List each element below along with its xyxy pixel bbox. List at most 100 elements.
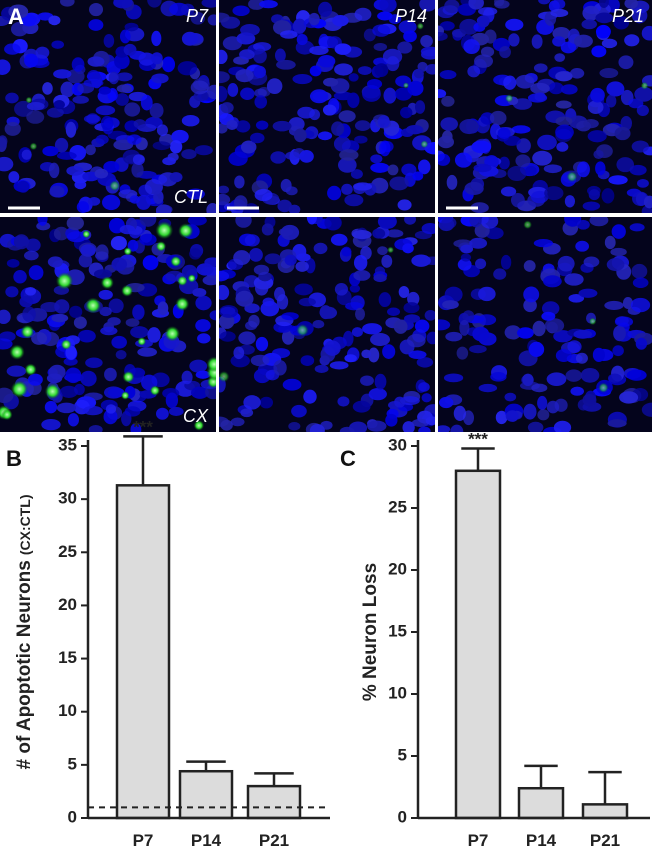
nucleus	[219, 284, 230, 301]
nucleus	[601, 188, 615, 204]
nucleus	[189, 359, 208, 373]
x-tick-label: P14	[526, 831, 557, 850]
nucleus	[108, 298, 124, 314]
nucleus	[354, 7, 372, 21]
nucleus	[555, 116, 573, 126]
nucleus	[636, 104, 649, 117]
nucleus	[309, 45, 329, 56]
nucleus	[478, 286, 496, 302]
nucleus	[13, 234, 30, 250]
nucleus	[555, 124, 574, 140]
nucleus	[338, 110, 356, 123]
apoptotic-cell	[85, 297, 101, 314]
nucleus	[10, 21, 29, 37]
nucleus	[190, 80, 209, 95]
nucleus	[191, 386, 209, 399]
nucleus	[337, 157, 357, 173]
nucleus	[372, 24, 391, 37]
y-tick-label: 0	[398, 807, 407, 826]
nucleus	[183, 32, 204, 45]
apoptotic-cell	[137, 337, 147, 346]
nucleus	[575, 240, 590, 252]
nucleus	[613, 325, 626, 342]
nucleus	[8, 4, 29, 19]
nucleus	[46, 373, 63, 384]
nucleus	[238, 331, 256, 345]
nucleus	[348, 73, 359, 82]
nucleus	[65, 367, 82, 384]
nucleus	[168, 406, 184, 417]
nucleus	[439, 69, 457, 80]
nucleus	[538, 0, 551, 5]
nucleus	[190, 11, 206, 25]
nucleus	[219, 305, 239, 318]
nucleus	[393, 319, 408, 334]
nucleus	[339, 426, 355, 432]
nucleus	[386, 229, 404, 238]
nucleus	[337, 396, 350, 407]
nucleus	[259, 396, 274, 409]
nucleus	[95, 105, 116, 116]
nucleus	[100, 326, 118, 336]
nucleus	[553, 420, 572, 432]
nucleus	[347, 92, 360, 109]
nucleus	[125, 318, 140, 327]
apoptotic-cell	[178, 223, 194, 239]
nucleus	[102, 194, 121, 211]
nucleus	[66, 165, 84, 176]
nucleus	[368, 347, 380, 363]
nucleus	[564, 273, 584, 286]
apoptotic-cell	[9, 344, 25, 360]
nucleus	[504, 325, 522, 340]
nucleus	[438, 425, 451, 432]
nucleus	[604, 235, 616, 250]
apoptotic-cell	[44, 383, 61, 400]
nucleus	[377, 217, 397, 230]
nucleus	[631, 7, 648, 24]
nucleus	[635, 337, 648, 350]
nucleus	[261, 223, 274, 236]
nucleus	[5, 92, 19, 104]
nucleus	[398, 285, 410, 299]
nucleus	[66, 217, 84, 231]
nucleus	[324, 217, 342, 231]
nucleus	[421, 49, 435, 60]
nucleus	[343, 330, 354, 347]
nucleus	[4, 43, 21, 55]
apoptotic-cell	[100, 276, 114, 290]
micrograph	[0, 217, 216, 432]
row-label: CTL	[174, 187, 208, 207]
apoptotic-cell	[55, 272, 74, 290]
nucleus	[169, 172, 183, 183]
nucleus	[383, 87, 397, 104]
nucleus	[624, 0, 639, 9]
nucleus	[71, 57, 85, 72]
y-tick-label: 10	[388, 683, 407, 702]
nucleus	[19, 296, 34, 308]
nucleus	[25, 286, 37, 296]
nucleus	[329, 361, 349, 370]
nucleus	[439, 396, 454, 409]
nucleus	[228, 151, 248, 166]
nucleus	[181, 370, 193, 385]
nucleus	[555, 349, 572, 362]
nucleus	[35, 46, 50, 59]
nucleus	[28, 373, 43, 386]
nucleus	[312, 319, 325, 329]
nucleus	[151, 73, 169, 84]
nucleus	[4, 121, 21, 136]
nucleus	[530, 82, 550, 95]
apoptotic-cell	[155, 241, 167, 252]
nucleus	[105, 404, 117, 414]
nucleus	[497, 127, 511, 139]
nucleus	[546, 400, 560, 414]
y-tick-label: 10	[58, 701, 77, 720]
nucleus	[460, 253, 472, 262]
nucleus	[440, 117, 459, 131]
nucleus	[240, 24, 260, 36]
nucleus	[220, 102, 234, 114]
nucleus	[438, 31, 448, 41]
nucleus	[292, 18, 307, 34]
nucleus	[137, 347, 157, 357]
bar	[581, 803, 629, 820]
